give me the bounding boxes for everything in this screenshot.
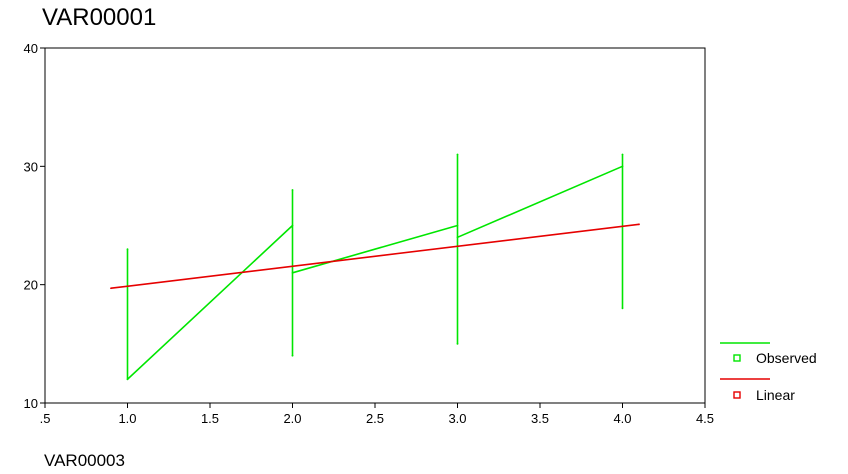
observed-data-point bbox=[126, 248, 129, 251]
y-axis-title: VAR00001 bbox=[42, 4, 157, 31]
plot-area-frame bbox=[44, 47, 706, 404]
x-tick-label: 1.0 bbox=[118, 411, 136, 426]
legend-observed-label: Observed bbox=[756, 350, 817, 366]
x-axis-title: VAR00003 bbox=[44, 451, 125, 470]
observed-data-point bbox=[621, 153, 624, 156]
legend-linear-label: Linear bbox=[756, 387, 795, 403]
y-tick-label: 20 bbox=[24, 278, 38, 293]
observed-data-point bbox=[291, 354, 294, 357]
legend: Observed Linear bbox=[720, 342, 817, 403]
linear-data-point bbox=[638, 223, 640, 226]
series-layer bbox=[110, 153, 640, 381]
x-tick-label: 4.5 bbox=[696, 411, 714, 426]
x-tick-label: 2.5 bbox=[366, 411, 384, 426]
observed-data-point bbox=[456, 153, 459, 156]
x-tick-label: 1.5 bbox=[201, 411, 219, 426]
observed-data-point bbox=[291, 271, 294, 274]
observed-data-point bbox=[291, 189, 294, 191]
y-axis: 10 20 30 40 bbox=[24, 41, 45, 411]
observed-data-point bbox=[126, 378, 129, 381]
x-axis: .5 1.0 1.5 2.0 2.5 3.0 3.5 4.0 4.5 bbox=[40, 403, 714, 426]
observed-data-point bbox=[456, 224, 459, 227]
x-tick-label: .5 bbox=[40, 411, 51, 426]
linear-data-point bbox=[110, 287, 112, 290]
legend-observed-marker bbox=[733, 354, 741, 362]
y-tick-label: 30 bbox=[24, 159, 38, 174]
y-tick-label: 10 bbox=[24, 396, 38, 411]
observed-series-line bbox=[126, 153, 624, 381]
x-tick-label: 3.5 bbox=[531, 411, 549, 426]
observed-data-point bbox=[456, 342, 459, 345]
x-tick-label: 4.0 bbox=[613, 411, 631, 426]
observed-data-point bbox=[456, 236, 459, 239]
legend-linear-marker bbox=[733, 391, 741, 399]
observed-data-point bbox=[291, 224, 294, 227]
linear-series-line bbox=[110, 223, 640, 289]
observed-data-point bbox=[621, 307, 624, 310]
y-tick-label: 40 bbox=[24, 41, 38, 56]
x-tick-label: 3.0 bbox=[448, 411, 466, 426]
observed-data-point bbox=[621, 165, 624, 168]
x-tick-label: 2.0 bbox=[283, 411, 301, 426]
